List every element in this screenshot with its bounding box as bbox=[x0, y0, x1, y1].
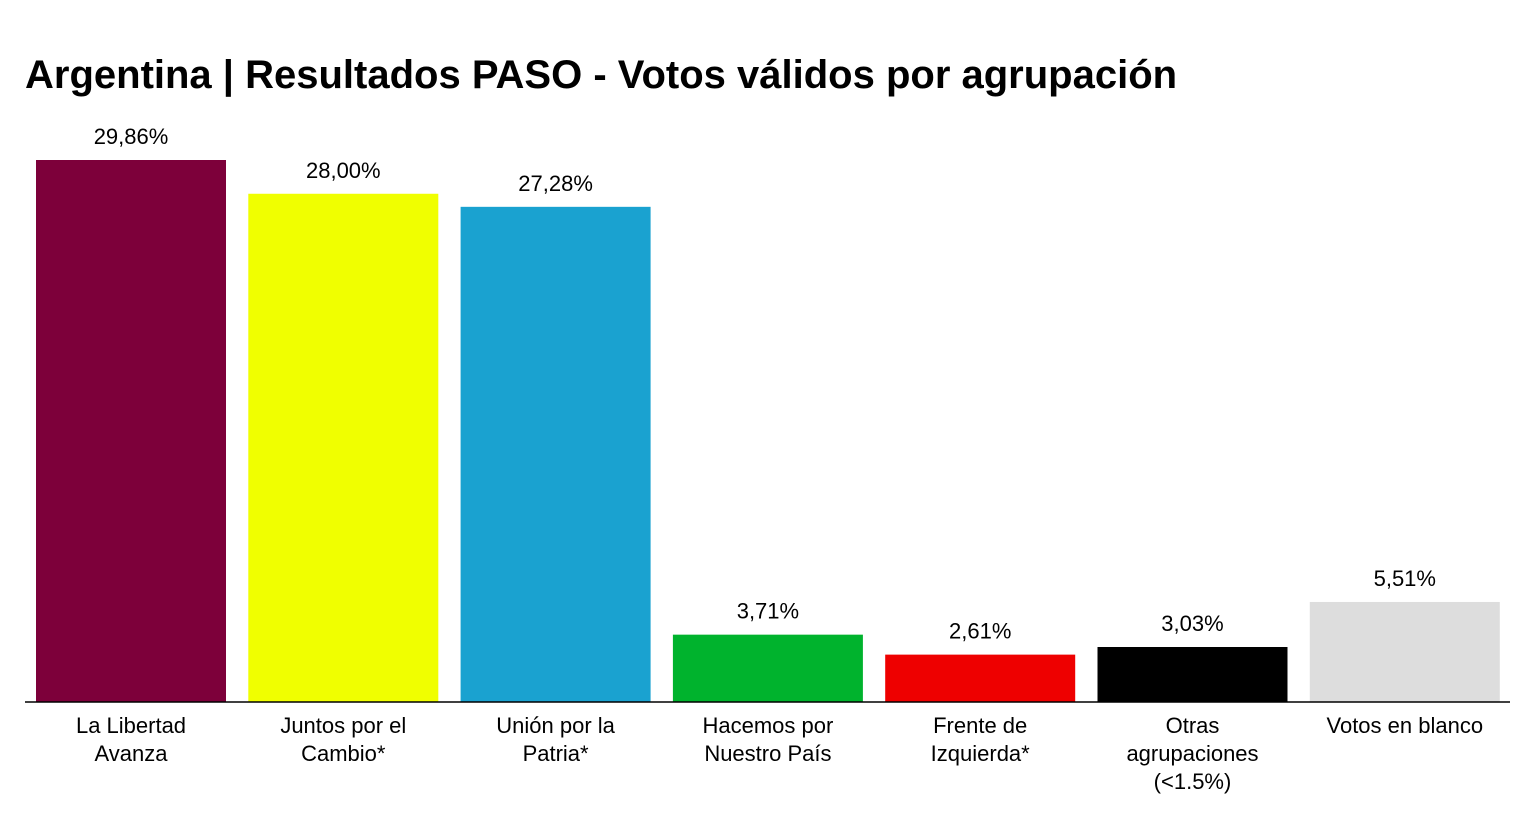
value-label-hacemos-por-nuestro-pais: 3,71% bbox=[737, 599, 799, 624]
chart-title: Argentina | Resultados PASO - Votos váli… bbox=[25, 53, 1178, 97]
bar-union-por-la-patria bbox=[460, 206, 651, 702]
category-label-union-por-la-patria: Unión por la bbox=[496, 713, 615, 738]
category-label-la-libertad-avanza: La Libertad bbox=[76, 713, 186, 738]
category-label-otras-agrupaciones-1-5: agrupaciones bbox=[1126, 741, 1258, 766]
category-label-la-libertad-avanza: Avanza bbox=[95, 741, 169, 766]
value-label-otras-agrupaciones-1-5: 3,03% bbox=[1161, 611, 1223, 636]
bar-otras-agrupaciones-1-5 bbox=[1097, 647, 1288, 702]
value-label-la-libertad-avanza: 29,86% bbox=[94, 124, 169, 149]
bar-la-libertad-avanza bbox=[36, 160, 226, 702]
category-label-votos-en-blanco: Votos en blanco bbox=[1327, 713, 1484, 738]
value-label-union-por-la-patria: 27,28% bbox=[518, 171, 593, 196]
category-label-juntos-por-el-cambio: Cambio* bbox=[301, 741, 386, 766]
category-label-hacemos-por-nuestro-pais: Hacemos por bbox=[702, 713, 833, 738]
value-label-frente-de-izquierda: 2,61% bbox=[949, 619, 1011, 644]
category-label-otras-agrupaciones-1-5: (<1.5%) bbox=[1154, 769, 1232, 794]
category-label-otras-agrupaciones-1-5: Otras bbox=[1166, 713, 1220, 738]
category-label-union-por-la-patria: Patria* bbox=[523, 741, 589, 766]
bar-hacemos-por-nuestro-pais bbox=[672, 634, 863, 702]
category-label-juntos-por-el-cambio: Juntos por el bbox=[280, 713, 406, 738]
value-label-votos-en-blanco: 5,51% bbox=[1374, 566, 1436, 591]
value-label-juntos-por-el-cambio: 28,00% bbox=[306, 158, 381, 183]
bar-frente-de-izquierda bbox=[885, 654, 1076, 702]
bar-juntos-por-el-cambio bbox=[248, 193, 439, 703]
category-label-frente-de-izquierda: Izquierda* bbox=[931, 741, 1031, 766]
bar-votos-en-blanco bbox=[1309, 601, 1500, 702]
category-label-frente-de-izquierda: Frente de bbox=[933, 713, 1027, 738]
category-label-hacemos-por-nuestro-pais: Nuestro País bbox=[704, 741, 831, 766]
